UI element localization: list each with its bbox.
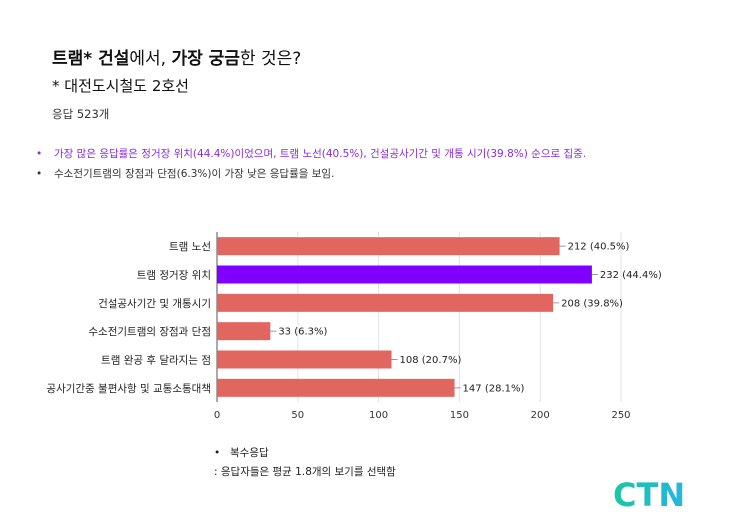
category-label: 트램 정거장 위치 [137, 269, 211, 282]
bar [217, 378, 455, 397]
category-label: 트램 노선 [169, 241, 211, 253]
data-label: 208 (39.8%) [561, 298, 623, 309]
bullet-icon: • [214, 447, 221, 459]
data-label: 108 (20.7%) [400, 355, 462, 366]
chart-title: 트램* 건설에서, 가장 궁금한 것은? [52, 44, 301, 69]
bar [217, 322, 271, 341]
footnote: • 복수응답 : 응답자들은 평균 1.8개의 보기를 선택함 [214, 444, 396, 482]
x-tick-label: 200 [531, 410, 550, 421]
notes-list: • 가장 많은 응답률은 정거장 위치(44.4%)이었으며, 트램 노선(40.… [36, 144, 586, 184]
data-label: 232 (44.4%) [600, 270, 662, 281]
footnote-line-1: • 복수응답 [214, 444, 396, 463]
bar [217, 237, 560, 256]
note-item: • 수소전기트램의 장점과 단점(6.3%)이 가장 낮은 응답률을 보임. [36, 164, 586, 184]
bullet-icon: • [36, 148, 43, 160]
chart-subtitle: * 대전도시철도 2호선 [52, 77, 189, 95]
footnote-line-2: : 응답자들은 평균 1.8개의 보기를 선택함 [214, 466, 396, 478]
bar [217, 350, 392, 369]
bar [217, 293, 554, 312]
title-bold-1: 트램* 건설 [52, 49, 130, 69]
data-label: 147 (28.1%) [463, 383, 525, 394]
response-count: 응답 523개 [52, 107, 110, 121]
note-text: 가장 많은 응답률은 정거장 위치(44.4%)이었으며, 트램 노선(40.5… [54, 148, 587, 160]
category-label: 공사기간중 불편사항 및 교통소통대책 [46, 382, 211, 395]
title-text-1: 에서, [129, 49, 172, 69]
x-tick-label: 250 [611, 410, 630, 421]
note-text: 수소전기트램의 장점과 단점(6.3%)이 가장 낮은 응답률을 보임. [54, 168, 335, 180]
x-tick-label: 150 [450, 410, 469, 421]
category-label: 트램 완공 후 달라지는 점 [101, 354, 211, 367]
ctn-logo: CTN [613, 476, 686, 514]
footnote-text-1: 복수응답 [230, 447, 269, 459]
note-item-highlight: • 가장 많은 응답률은 정거장 위치(44.4%)이었으며, 트램 노선(40.… [36, 144, 586, 164]
x-tick-label: 0 [214, 410, 220, 421]
bar [217, 265, 592, 284]
x-tick-label: 100 [369, 410, 388, 421]
category-label: 건설공사기간 및 개통시기 [98, 298, 211, 310]
data-label: 212 (40.5%) [568, 242, 630, 253]
bullet-icon: • [36, 168, 43, 180]
title-bold-2: 가장 궁금 [171, 49, 240, 69]
title-text-2: 한 것은? [239, 49, 302, 69]
data-label: 33 (6.3%) [278, 327, 327, 338]
category-label: 수소전기트램의 장점과 단점 [88, 326, 211, 338]
x-tick-label: 50 [291, 410, 304, 421]
